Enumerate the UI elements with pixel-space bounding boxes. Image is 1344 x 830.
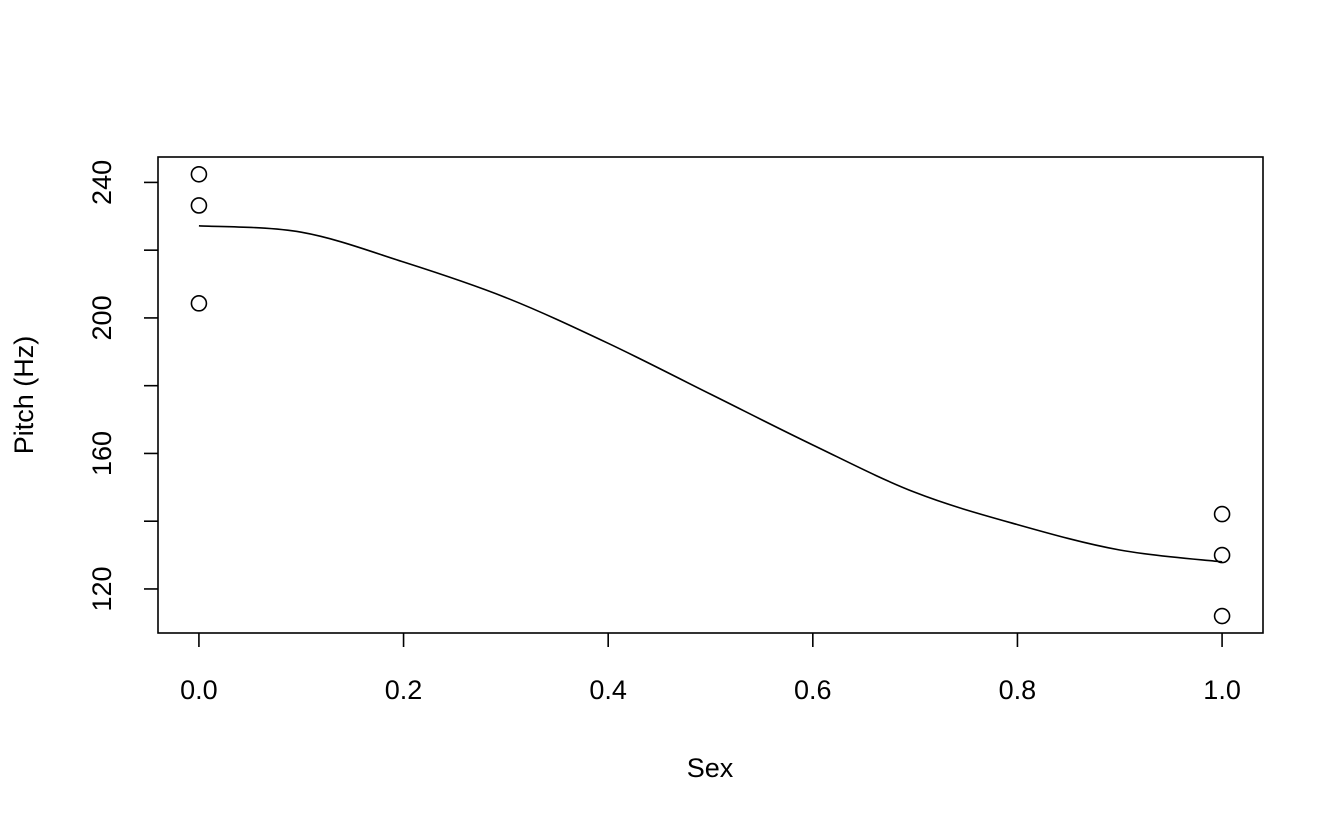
point	[190, 165, 208, 183]
point	[190, 295, 208, 312]
x-tick-label: 0.8	[999, 675, 1037, 705]
y-tick-label: 120	[87, 566, 117, 611]
y-tick-label: 160	[87, 431, 117, 476]
y-tick-label: 240	[87, 160, 117, 205]
y-axis-label: Pitch (Hz)	[9, 336, 39, 455]
x-tick-label: 0.0	[180, 675, 218, 705]
x-axis-label: Sex	[687, 753, 734, 783]
x-tick-label: 0.2	[385, 675, 423, 705]
fitted-curve	[198, 224, 1223, 563]
point	[1213, 607, 1231, 625]
point	[1213, 546, 1231, 564]
point	[1213, 505, 1231, 523]
point	[190, 197, 208, 214]
y-tick-label: 200	[87, 295, 117, 340]
plot-frame	[157, 156, 1264, 634]
x-tick-label: 0.4	[589, 675, 627, 705]
x-tick-label: 0.6	[794, 675, 832, 705]
x-tick-label: 1.0	[1203, 675, 1241, 705]
